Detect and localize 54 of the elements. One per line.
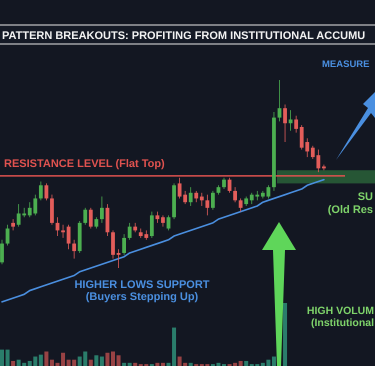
- candlestick: [283, 104, 287, 142]
- candlestick: [238, 198, 243, 212]
- candlestick: [22, 207, 26, 218]
- bar: [283, 303, 288, 366]
- candlestick: [222, 177, 226, 190]
- candlestick: [310, 145, 315, 160]
- candlestick: [150, 211, 154, 238]
- annotation: HIGH VOLUM (Institutional: [306, 305, 374, 329]
- candlestick: [38, 181, 43, 201]
- candlestick: [6, 224, 10, 246]
- candlestick: [166, 214, 170, 231]
- candlestick: [122, 234, 126, 256]
- candlestick: [288, 110, 292, 132]
- text: MEASURE: [322, 59, 370, 70]
- candlestick: [144, 230, 148, 240]
- candlestick: [278, 80, 282, 122]
- candlestick: [88, 207, 93, 229]
- candlestick: [244, 196, 248, 206]
- candlestick: [56, 216, 60, 236]
- series-label: HIGHER LOWS SUPPORT (Buyers Stepping Up): [74, 279, 210, 303]
- candlestick: [11, 218, 15, 231]
- bar: [78, 356, 82, 366]
- candlestick: [255, 190, 260, 201]
- candlestick: [128, 222, 132, 240]
- candlestick: [16, 204, 21, 228]
- bar: [83, 352, 88, 366]
- candlestick: [94, 216, 98, 229]
- candlestick: [194, 190, 198, 203]
- candlestick: [33, 194, 38, 216]
- candlestick: [72, 239, 76, 259]
- candlestick: [83, 207, 88, 226]
- candlestick: [200, 192, 204, 206]
- bar: [188, 362, 193, 366]
- candlestick: [294, 115, 298, 134]
- candlestick: [183, 190, 188, 204]
- bar: [133, 362, 138, 366]
- candlestick: [216, 184, 220, 196]
- bar: [244, 360, 248, 366]
- candlestick: [44, 183, 48, 201]
- candlestick: [211, 190, 215, 210]
- candlestick: [133, 222, 138, 233]
- candlestick: [233, 186, 237, 203]
- candlestick: [300, 124, 304, 150]
- bar: [88, 360, 93, 366]
- candlestick: [205, 194, 210, 216]
- candlestick: [28, 202, 32, 218]
- ref-line-label: RESISTANCE LEVEL (Flat Top): [4, 158, 166, 170]
- candlestick: [100, 196, 104, 224]
- band-label: SU (Old Res: [328, 191, 374, 216]
- candlestick: [0, 239, 4, 265]
- candlestick: [305, 138, 310, 158]
- bar: [11, 360, 16, 366]
- chart-title: PATTERN BREAKOUTS: PROFITING FROM INSTITUTIONAL ACCUMU: [2, 30, 366, 42]
- candlestick: [250, 192, 254, 204]
